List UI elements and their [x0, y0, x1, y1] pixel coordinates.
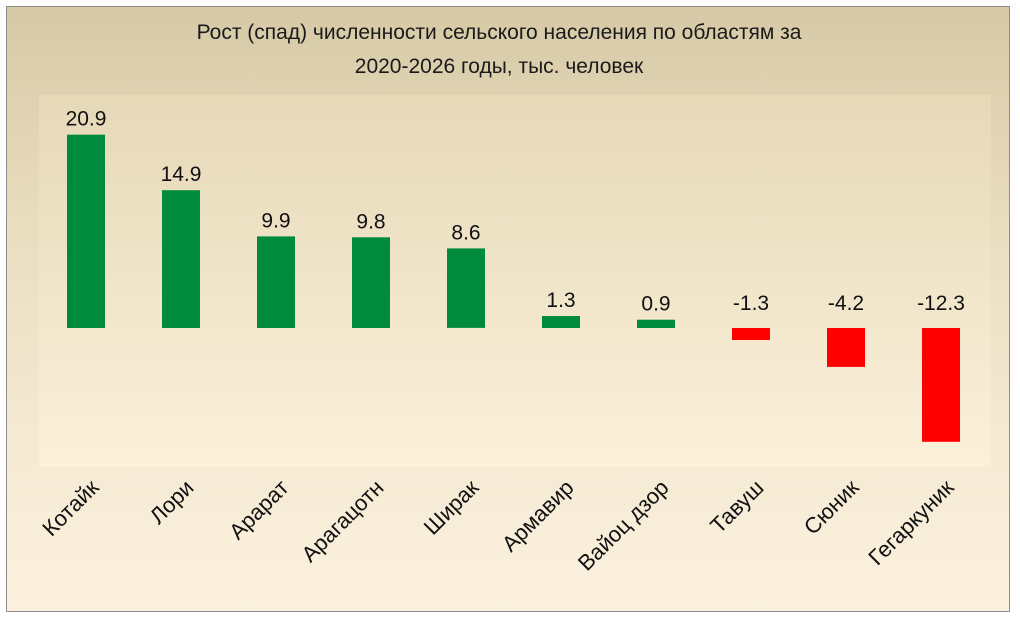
category-label-3: Арарат	[224, 475, 293, 544]
bar-4	[352, 237, 390, 328]
category-label-8: Тавуш	[705, 475, 768, 538]
data-label-2: 14.9	[161, 163, 202, 186]
data-label-7: 0.9	[641, 293, 670, 316]
category-labels-group: Котайк Лори Арарат Арагацотн Ширак АрмавирВай…	[37, 475, 958, 576]
data-label-6: 1.3	[546, 289, 575, 312]
data-labels-group: 20.9 14.9 9.9 9.8 8.6 1.3 0.9 -1.3 -4.2 -12.3	[66, 108, 965, 316]
category-label-9: Сюник	[799, 475, 864, 540]
category-label-2: Лори	[145, 475, 199, 529]
bar-1	[67, 134, 105, 328]
category-label-5: Ширак	[419, 475, 484, 540]
data-label-3: 9.9	[261, 209, 290, 232]
bar-5	[447, 248, 485, 328]
data-label-8: -1.3	[733, 292, 769, 315]
chart-title-line-1: Рост (спад) численности сельского населе…	[197, 21, 802, 44]
chart-frame: Рост (спад) численности сельского населе…	[6, 6, 1010, 612]
bar-3	[257, 236, 295, 328]
chart-title-line-2: 2020-2026 годы, тыс. человек	[355, 55, 644, 78]
bar-7	[637, 319, 675, 328]
data-label-4: 9.8	[356, 210, 385, 233]
bar-9	[827, 328, 865, 367]
data-label-10: -12.3	[917, 292, 965, 315]
category-label-4: Арагацотн	[296, 475, 388, 567]
category-label-6: Армавир	[497, 475, 579, 557]
bar-chart: Рост (спад) численности сельского населе…	[37, 21, 991, 576]
data-label-1: 20.9	[66, 108, 107, 131]
category-label-1: Котайк	[37, 475, 103, 541]
category-label-7: Вайоц дзор	[573, 475, 674, 576]
data-label-9: -4.2	[828, 292, 864, 315]
category-label-10: Гегаркуник	[863, 475, 958, 570]
data-label-5: 8.6	[451, 221, 480, 244]
bars-group	[67, 134, 960, 442]
bar-6	[542, 316, 580, 328]
bar-2	[162, 190, 200, 328]
bar-8	[732, 328, 770, 340]
bar-10	[922, 328, 960, 442]
